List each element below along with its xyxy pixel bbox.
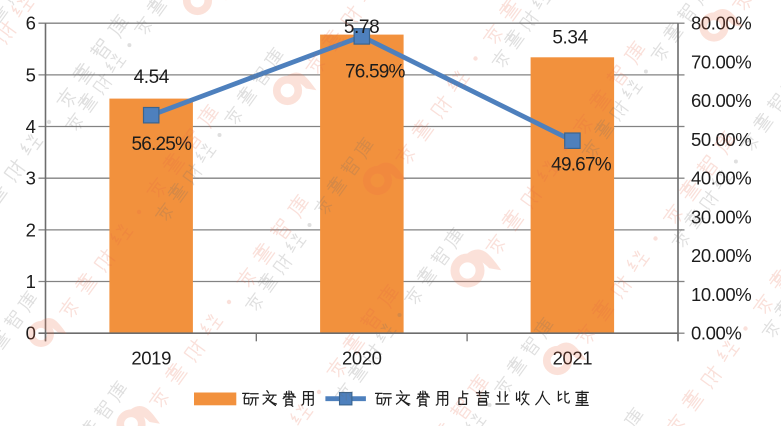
svg-text:1: 1 xyxy=(26,271,36,292)
svg-text:5: 5 xyxy=(26,64,36,85)
svg-text:3: 3 xyxy=(26,168,36,189)
svg-text:20.00%: 20.00% xyxy=(691,245,751,266)
svg-text:40.00%: 40.00% xyxy=(691,168,751,189)
svg-text:5.78: 5.78 xyxy=(344,17,379,38)
svg-text:2019: 2019 xyxy=(131,348,171,369)
svg-text:70.00%: 70.00% xyxy=(691,51,751,72)
svg-text:10.00%: 10.00% xyxy=(691,284,751,305)
svg-text:6: 6 xyxy=(26,13,36,34)
svg-text:49.67%: 49.67% xyxy=(551,154,612,175)
svg-text:56.25%: 56.25% xyxy=(131,134,192,155)
svg-text:76.59%: 76.59% xyxy=(345,61,406,82)
svg-text:50.00%: 50.00% xyxy=(691,129,751,150)
svg-text:30.00%: 30.00% xyxy=(691,206,751,227)
svg-text:2020: 2020 xyxy=(342,348,382,369)
svg-text:4: 4 xyxy=(26,116,36,137)
svg-text:0.00%: 0.00% xyxy=(691,323,741,344)
svg-text:4.54: 4.54 xyxy=(134,67,170,88)
svg-text:60.00%: 60.00% xyxy=(691,90,751,111)
svg-text:5.34: 5.34 xyxy=(552,27,588,48)
svg-text:2: 2 xyxy=(26,219,36,240)
